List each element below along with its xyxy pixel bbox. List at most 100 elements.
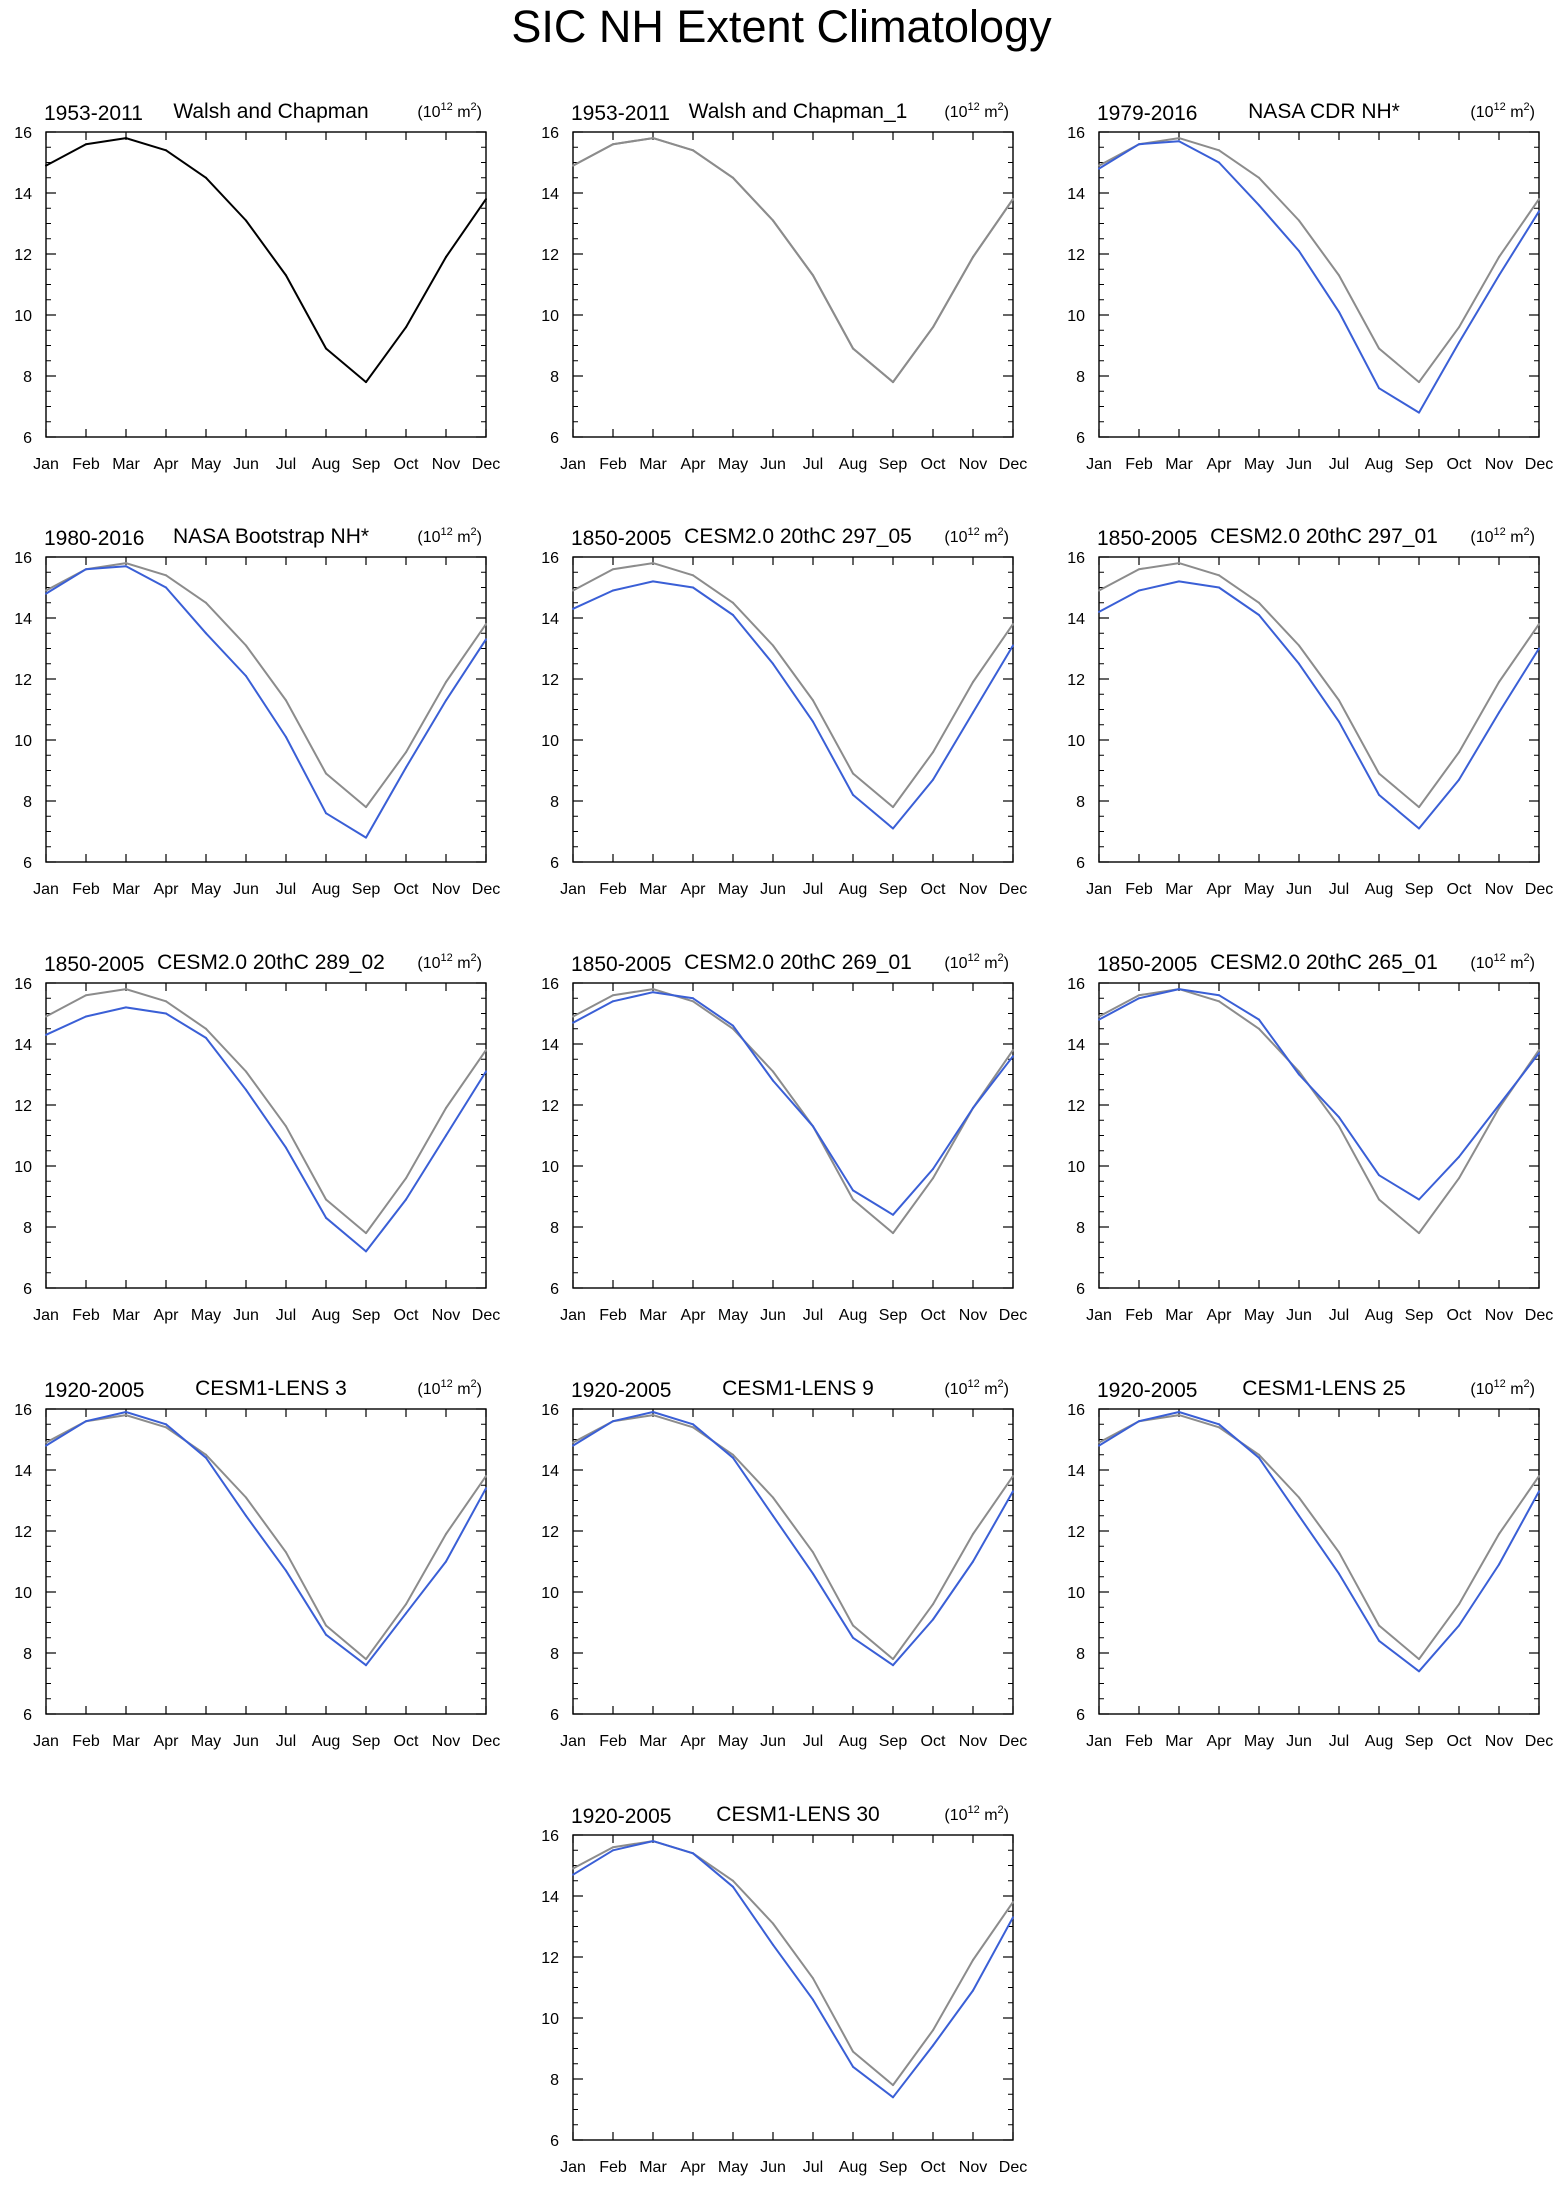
data-point (285, 1146, 287, 1149)
series-line-model (572, 580, 1014, 830)
data-point (652, 562, 654, 565)
units-part: 2 (1524, 952, 1530, 964)
y-tick-label: 14 (541, 1463, 559, 1480)
data-point (245, 644, 247, 647)
data-point (692, 574, 694, 577)
data-point (1178, 137, 1180, 140)
units-part: 12 (968, 1804, 980, 1816)
x-tick-label: Jul (1329, 456, 1349, 473)
panel-units: (1012 m2) (1470, 101, 1535, 121)
data-point (732, 1885, 734, 1888)
data-point (572, 1444, 574, 1447)
plot-frame (572, 556, 1014, 863)
chart-panel-1: Jan Feb Mar Apr May Jun Jul Aug Sep Oct Nov Dec 6 8 10… (14, 100, 500, 473)
units-part: m (453, 1381, 471, 1398)
units-part: (10 (417, 104, 440, 121)
panel-title: CESM1-LENS 25 (1242, 1377, 1405, 1400)
panel-title: CESM2.0 20thC 289_02 (157, 951, 385, 974)
data-point (285, 1125, 287, 1128)
x-tick-label: Sep (1405, 1733, 1434, 1750)
data-point (972, 256, 974, 259)
x-tick-label: May (718, 1307, 748, 1324)
data-point (1178, 1411, 1180, 1414)
panel-units: (1012 m2) (944, 1378, 1009, 1398)
panel-title: CESM2.0 20thC 269_01 (684, 951, 912, 974)
y-tick-label: 6 (23, 1281, 32, 1298)
data-point (932, 1168, 934, 1171)
x-tick-label: Mar (112, 1307, 140, 1324)
data-point (485, 623, 487, 626)
x-tick-label: Feb (599, 1733, 627, 1750)
units-part: (10 (417, 1381, 440, 1398)
data-point (405, 766, 407, 769)
data-point (1258, 1456, 1260, 1459)
x-tick-label: Nov (959, 1307, 987, 1324)
data-point (692, 1852, 694, 1855)
x-tick-label: Jan (33, 881, 59, 898)
series-line-reference (572, 1840, 1014, 2087)
x-tick-label: Dec (472, 1733, 500, 1750)
data-point (892, 2096, 894, 2099)
data-point (652, 1414, 654, 1417)
x-tick-label: Sep (1405, 1307, 1434, 1324)
data-point (165, 149, 167, 152)
data-point (405, 1603, 407, 1606)
units-part: ) (477, 955, 482, 972)
data-point (612, 589, 614, 592)
data-point (812, 1572, 814, 1575)
units-part: 12 (441, 1378, 453, 1390)
data-point (1458, 1177, 1460, 1180)
data-point (1298, 219, 1300, 222)
data-point (812, 1977, 814, 1980)
x-tick-label: Sep (879, 881, 908, 898)
units-part: ) (1004, 1381, 1009, 1398)
panel-units: (1012 m2) (1470, 952, 1535, 972)
x-tick-label: Sep (1405, 456, 1434, 473)
y-tick-label: 6 (1076, 1707, 1085, 1724)
units-part: ) (1004, 955, 1009, 972)
plot-frame (45, 556, 487, 863)
x-tick-label: Oct (394, 1733, 419, 1750)
panel-period: 1850-2005 (44, 953, 144, 976)
x-tick-label: Sep (1405, 881, 1434, 898)
data-point (125, 562, 127, 565)
units-part: 2 (1524, 1378, 1530, 1390)
data-point (285, 274, 287, 277)
data-point (365, 1658, 367, 1661)
x-tick-label: Mar (639, 1733, 667, 1750)
data-point (85, 994, 87, 997)
x-tick-label: Nov (1485, 1307, 1513, 1324)
units-part: m (453, 529, 471, 546)
y-tick-label: 10 (14, 308, 32, 325)
data-point (445, 1134, 447, 1137)
data-point (1378, 772, 1380, 775)
data-point (812, 1551, 814, 1554)
units-part: ) (1530, 529, 1535, 546)
data-point (325, 812, 327, 815)
x-tick-label: Oct (1447, 456, 1472, 473)
data-point (365, 1250, 367, 1253)
y-tick-label: 8 (550, 1220, 559, 1237)
series-line-reference (1098, 1414, 1540, 1661)
x-tick-label: Mar (112, 456, 140, 473)
x-tick-label: Oct (394, 881, 419, 898)
panel-period: 1920-2005 (571, 1805, 671, 1828)
data-point (165, 586, 167, 589)
data-point (652, 1411, 654, 1414)
panel-title: CESM1-LENS 9 (722, 1377, 874, 1400)
x-tick-label: Dec (1525, 456, 1553, 473)
x-tick-label: May (718, 2159, 748, 2176)
x-tick-label: Apr (681, 1307, 707, 1324)
data-point (45, 592, 47, 595)
series-line-reference (45, 1414, 487, 1661)
y-tick-label: 14 (541, 1889, 559, 1906)
y-tick-label: 16 (541, 550, 559, 567)
data-point (1218, 1000, 1220, 1003)
units-part: m (1506, 104, 1524, 121)
y-tick-label: 6 (1076, 855, 1085, 872)
units-part: ) (477, 529, 482, 546)
data-point (772, 644, 774, 647)
units-part: ) (1004, 529, 1009, 546)
data-point (732, 1027, 734, 1030)
data-point (812, 699, 814, 702)
